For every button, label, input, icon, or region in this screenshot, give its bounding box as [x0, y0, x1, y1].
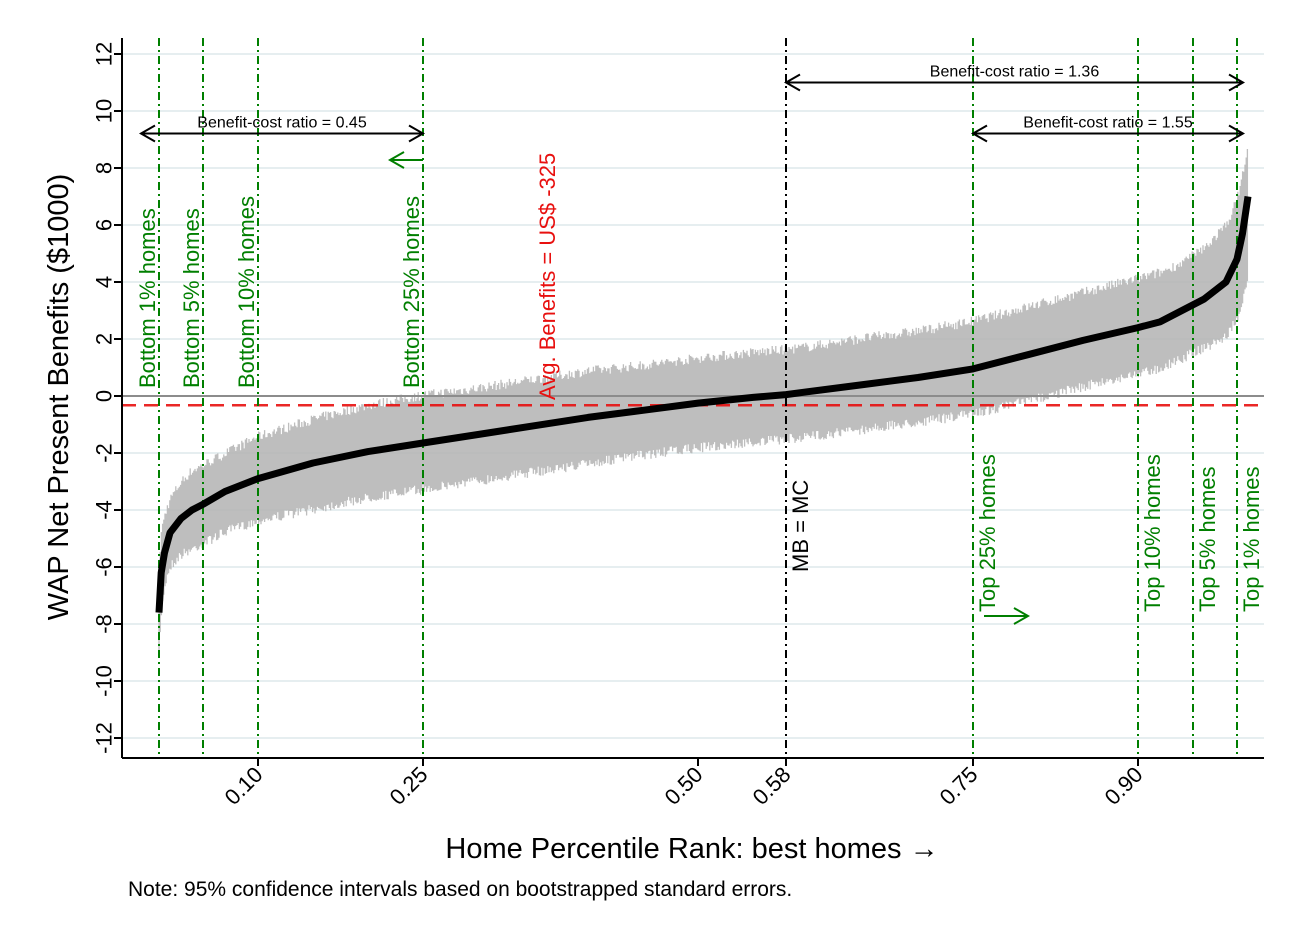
vertical-lines: Bottom 1% homes Bottom 5% homes Bottom 10%… — [135, 38, 1264, 758]
average-benefits-label: Avg. Benefits = US$ -325 — [535, 153, 560, 400]
arrowhead — [970, 124, 988, 143]
y-tick-label: -12 — [92, 722, 117, 754]
arrowhead — [1228, 73, 1246, 92]
y-tick-label: -4 — [92, 500, 117, 520]
x-tick-label: 0.50 — [660, 762, 708, 810]
y-tick-label: 8 — [92, 162, 117, 174]
vertical-line-label: Bottom 25% homes — [399, 196, 424, 388]
vertical-line-label: Bottom 1% homes — [135, 208, 160, 388]
series-line — [155, 195, 1252, 613]
vertical-line-label: Top 5% homes — [1195, 466, 1220, 612]
y-axis-label: WAP Net Present Benefits ($1000) — [43, 174, 75, 621]
series-line-path — [155, 195, 1252, 613]
y-tick-label: -6 — [92, 557, 117, 577]
y-tick-label: 0 — [92, 390, 117, 402]
chart-note: Note: 95% confidence intervals based on … — [128, 878, 793, 901]
y-tick-label: -10 — [92, 665, 117, 697]
vertical-line-label: Top 25% homes — [975, 454, 1000, 612]
vertical-line-label: Top 1% homes — [1239, 466, 1264, 612]
arrowhead — [138, 124, 156, 143]
arrowhead — [1013, 607, 1031, 625]
x-tick-label: 0.75 — [935, 762, 983, 810]
x-tick-label: 0.10 — [220, 762, 268, 810]
vertical-line-label: Bottom 10% homes — [234, 196, 259, 388]
arrowhead — [387, 151, 405, 169]
arrowhead — [1228, 124, 1246, 143]
x-axis-label: Home Percentile Rank: best homes → — [445, 833, 938, 865]
vertical-line-label: Bottom 5% homes — [179, 208, 204, 388]
x-tick-label: 0.58 — [748, 762, 796, 810]
y-tick-label: 6 — [92, 219, 117, 231]
reference-lines — [122, 395, 1264, 407]
y-tick-label: 12 — [92, 42, 117, 66]
arrowhead — [783, 73, 801, 92]
y-tick-label: 10 — [92, 99, 117, 123]
vertical-line-label: Top 10% homes — [1140, 454, 1165, 612]
y-tick-label: 4 — [92, 276, 117, 288]
y-tick-label: 2 — [92, 333, 117, 345]
arrowhead — [408, 124, 426, 143]
y-tick-label: -2 — [92, 443, 117, 463]
benefit-cost-label: Benefit-cost ratio = 0.45 — [197, 115, 367, 132]
vertical-line-label: MB = MC — [788, 480, 813, 572]
x-tick-label: 0.25 — [385, 762, 433, 810]
y-tick-label: -8 — [92, 614, 117, 634]
benefit-cost-label: Benefit-cost ratio = 1.55 — [1023, 115, 1193, 132]
annotations: Benefit-cost ratio = 0.45 Benefit-cost ra… — [138, 64, 1246, 625]
x-tick-label: 0.90 — [1100, 762, 1148, 810]
grid — [122, 53, 1264, 739]
benefit-cost-label: Benefit-cost ratio = 1.36 — [930, 64, 1100, 81]
